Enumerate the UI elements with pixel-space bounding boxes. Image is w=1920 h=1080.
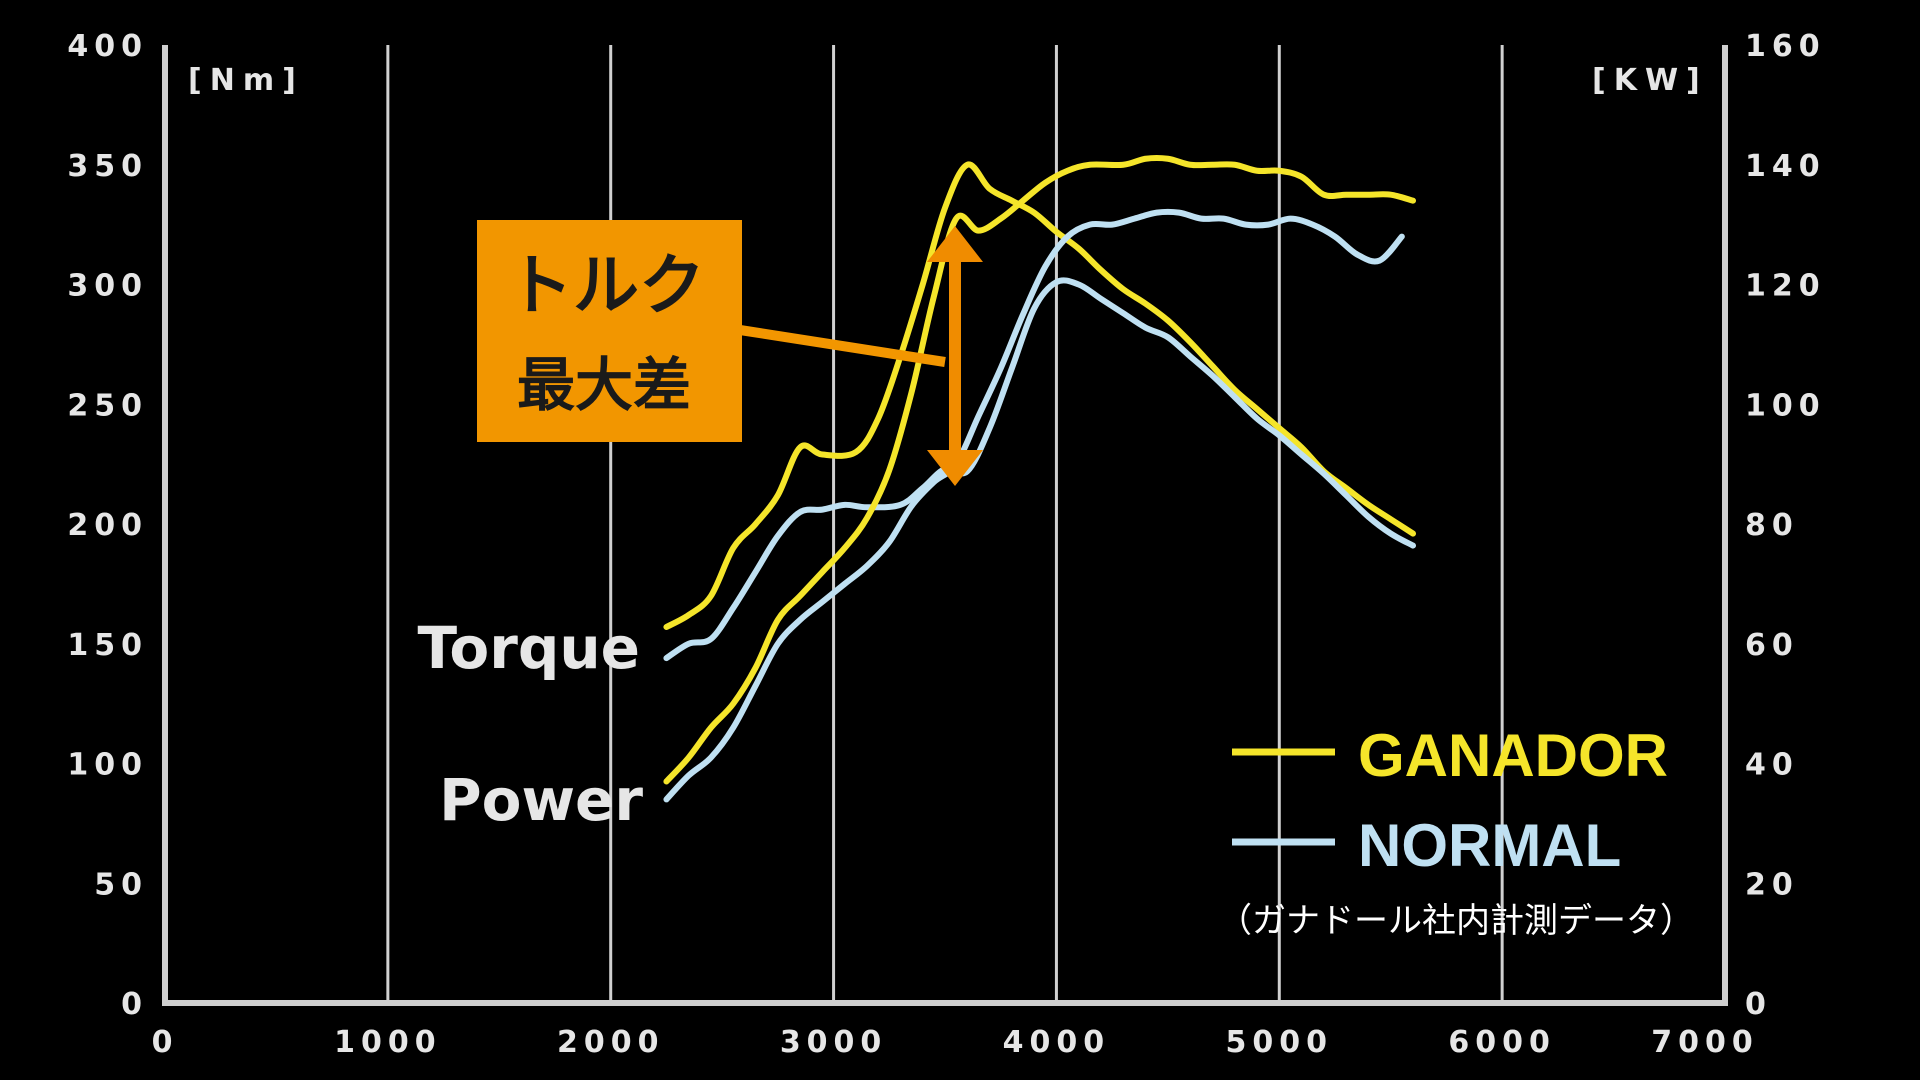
right-axis-unit: [KW] bbox=[1592, 63, 1708, 98]
left-tick-label-200: 200 bbox=[67, 508, 148, 543]
callout-pointer bbox=[739, 325, 946, 367]
x-tick-label-5000: 5000 bbox=[1226, 1025, 1334, 1060]
series-line-normal-power bbox=[663, 208, 1405, 803]
left-tick-label-300: 300 bbox=[67, 269, 148, 304]
left-tick-label-0: 0 bbox=[121, 987, 148, 1022]
right-tick-label-0: 0 bbox=[1745, 987, 1772, 1022]
x-tick-label-6000: 6000 bbox=[1448, 1025, 1556, 1060]
x-tick-label-1000: 1000 bbox=[334, 1025, 442, 1060]
power-label: Power bbox=[439, 766, 643, 834]
callout-box bbox=[477, 220, 742, 442]
left-tick-label-350: 350 bbox=[67, 149, 148, 184]
series-line-ganador-torque bbox=[663, 161, 1416, 630]
left-tick-label-250: 250 bbox=[67, 388, 148, 423]
series-line-ganador-power bbox=[663, 155, 1416, 785]
torque-difference-callout: トルク 最大差 bbox=[477, 220, 983, 486]
left-tick-label-400: 400 bbox=[67, 29, 148, 64]
right-tick-label-80: 80 bbox=[1745, 508, 1799, 543]
callout-line2: 最大差 bbox=[517, 351, 691, 419]
difference-arrow-up bbox=[927, 226, 983, 262]
grid-lines bbox=[386, 45, 1504, 1003]
legend-label-ganador: GANADOR bbox=[1358, 722, 1668, 789]
left-tick-label-50: 50 bbox=[94, 867, 148, 902]
right-tick-label-160: 160 bbox=[1745, 29, 1826, 64]
x-tick-label-2000: 2000 bbox=[557, 1025, 665, 1060]
right-tick-label-20: 20 bbox=[1745, 867, 1799, 902]
legend: GANADOR NORMAL bbox=[1232, 722, 1668, 879]
callout-line1: トルク bbox=[507, 247, 705, 324]
data-source-note: （ガナドール社内計測データ） bbox=[1218, 901, 1694, 941]
right-axis-ticks: 0 20 40 60 80 100 120 140 160 bbox=[1745, 29, 1826, 1022]
right-tick-label-120: 120 bbox=[1745, 269, 1826, 304]
right-tick-label-60: 60 bbox=[1745, 628, 1799, 663]
x-tick-label-3000: 3000 bbox=[780, 1025, 888, 1060]
x-tick-label-7000: 7000 bbox=[1651, 1025, 1759, 1060]
right-tick-label-100: 100 bbox=[1745, 388, 1826, 423]
torque-label: Torque bbox=[418, 614, 640, 682]
series-line-normal-torque bbox=[663, 277, 1416, 662]
x-axis-ticks: 0 1000 2000 3000 4000 5000 6000 7000 bbox=[152, 1025, 1759, 1060]
series-lines bbox=[663, 155, 1416, 803]
left-axis-unit: [Nm] bbox=[188, 63, 304, 98]
x-tick-label-0: 0 bbox=[152, 1025, 179, 1060]
legend-label-normal: NORMAL bbox=[1358, 812, 1621, 879]
x-tick-label-4000: 4000 bbox=[1003, 1025, 1111, 1060]
right-tick-label-40: 40 bbox=[1745, 748, 1799, 783]
left-axis-ticks: 0 50 100 150 200 250 300 350 400 bbox=[67, 29, 148, 1022]
difference-arrow-down bbox=[927, 450, 983, 486]
left-tick-label-150: 150 bbox=[67, 628, 148, 663]
left-tick-label-100: 100 bbox=[67, 748, 148, 783]
axes bbox=[162, 45, 1728, 1006]
right-tick-label-140: 140 bbox=[1745, 149, 1826, 184]
